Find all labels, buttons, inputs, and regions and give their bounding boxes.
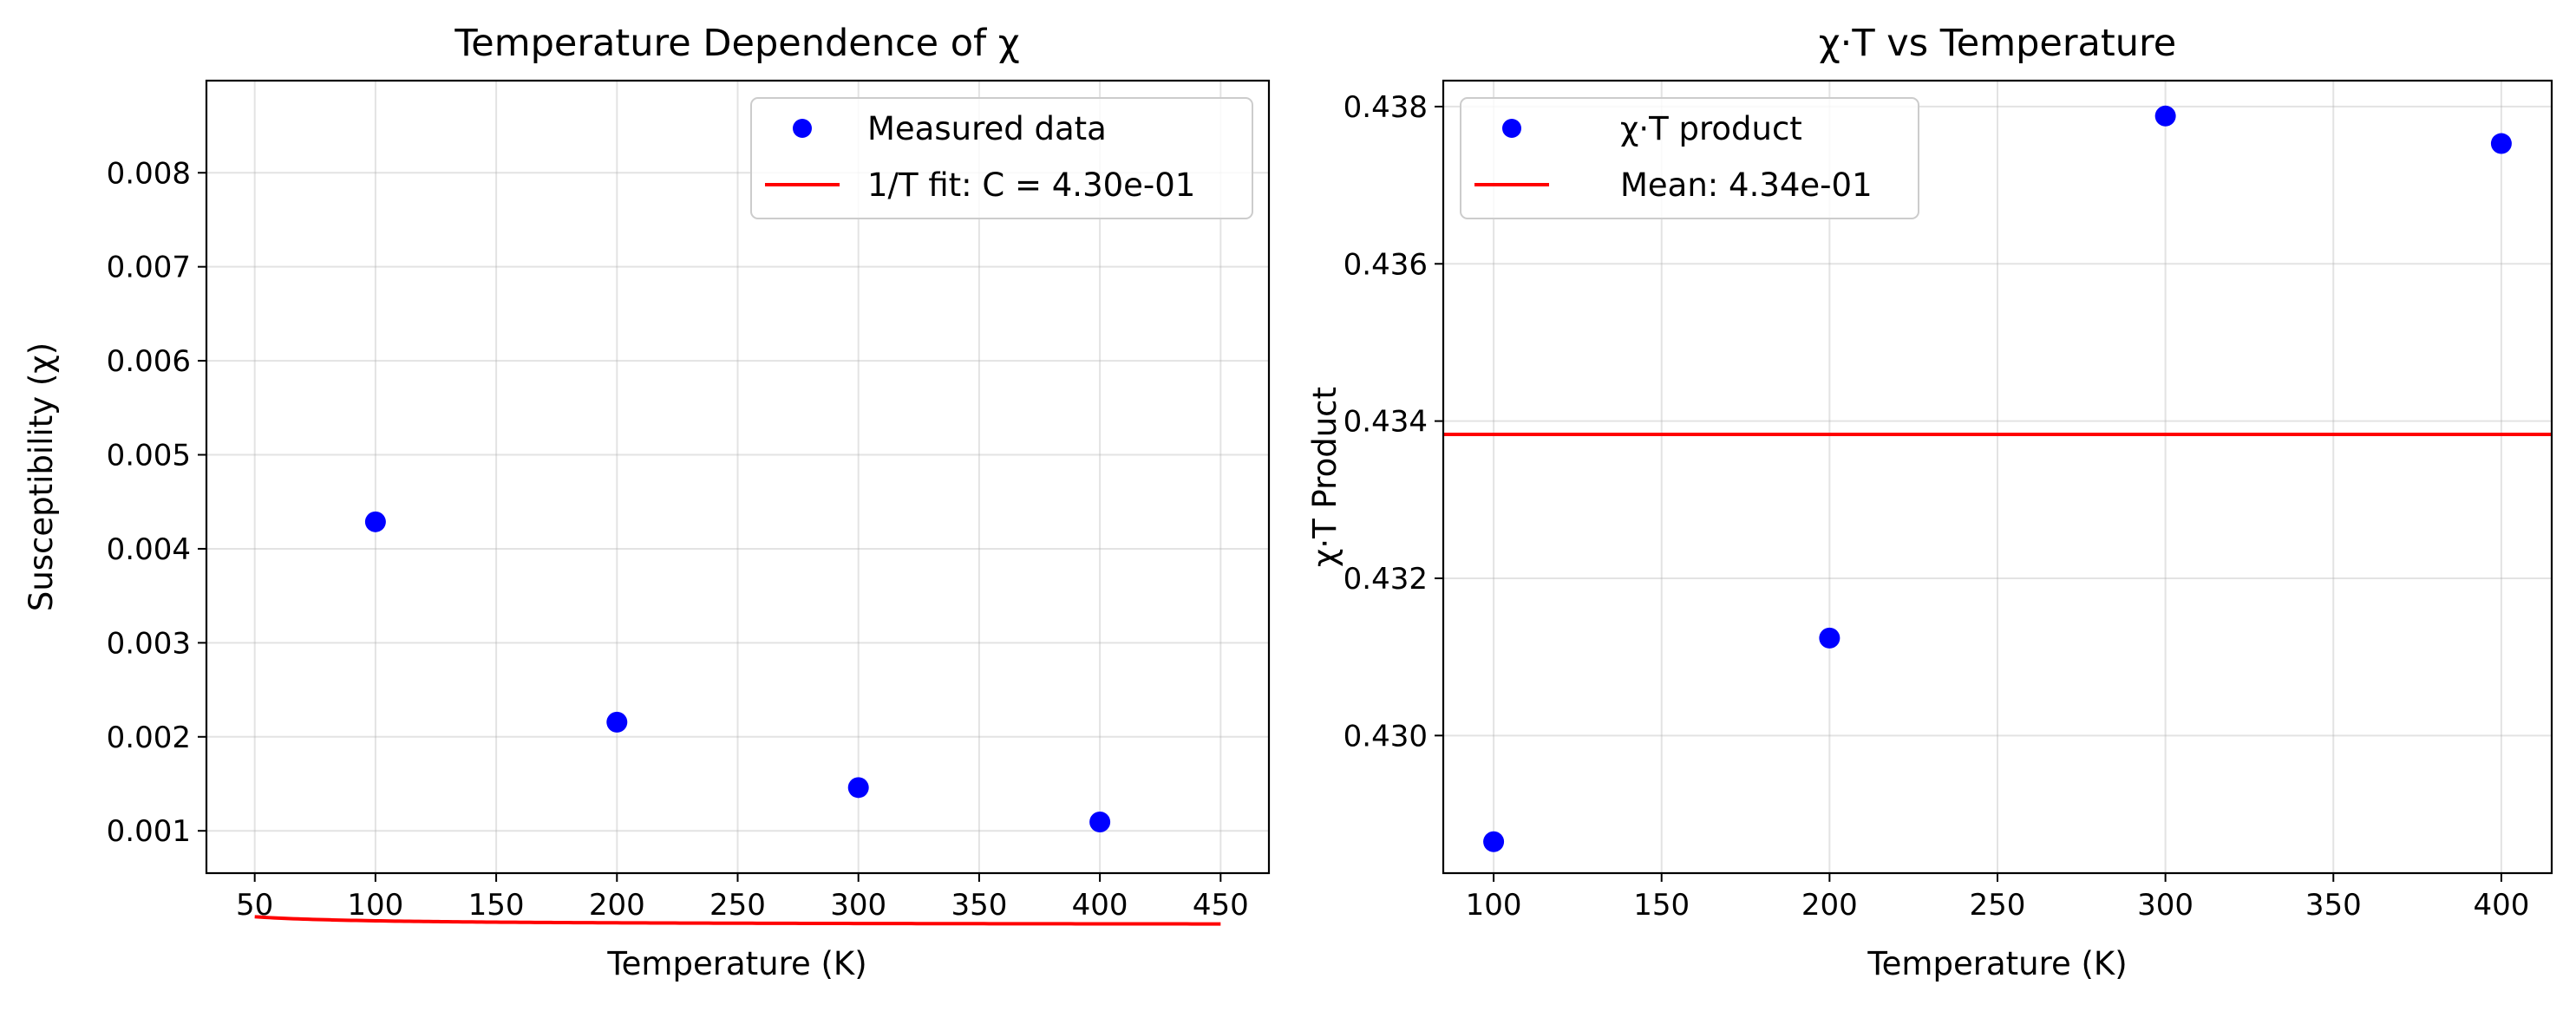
y-tick-label: 0.430: [1344, 719, 1428, 753]
x-tick-label: 150: [1633, 888, 1690, 923]
legend-box: [750, 97, 1253, 219]
data-point: [2490, 133, 2512, 154]
y-tick-label: 0.007: [107, 251, 191, 285]
x-axis-label: Temperature (K): [1867, 945, 2127, 982]
chi-t-product-chart: 100 150 200 250 300 350 400 0.430 0.432 0.434 0.43…: [1306, 22, 2553, 982]
x-tick-label: 350: [2305, 888, 2362, 923]
x-axis-label: Temperature (K): [606, 945, 866, 982]
x-tick-label: 150: [468, 888, 525, 923]
legend-marker-measured: [793, 119, 812, 138]
y-tick-label: 0.001: [107, 814, 191, 849]
y-tick-label: 0.004: [107, 532, 191, 567]
axis-ticks: 50 100 150 200 250 300 350 400 450 0.001 0.002 0.00…: [107, 156, 1249, 923]
x-tick-label: 400: [1072, 888, 1128, 923]
legend-box: [1460, 97, 1919, 219]
y-tick-label: 0.005: [107, 439, 191, 473]
legend-marker-product: [1502, 119, 1521, 138]
x-tick-label: 250: [709, 888, 766, 923]
y-tick-label: 0.003: [107, 626, 191, 661]
y-tick-label: 0.434: [1344, 405, 1428, 440]
data-point: [2154, 105, 2176, 127]
y-tick-label: 0.002: [107, 721, 191, 755]
data-point: [364, 511, 386, 532]
chart-title: χ·T vs Temperature: [1819, 22, 2176, 65]
data-point: [606, 711, 628, 733]
y-tick-label: 0.438: [1344, 90, 1428, 125]
x-tick-label: 100: [347, 888, 403, 923]
x-tick-label: 200: [589, 888, 645, 923]
data-points: [364, 511, 1111, 833]
x-tick-label: 300: [830, 888, 886, 923]
axis-ticks: 100 150 200 250 300 350 400 0.430 0.432 0.434 0.43…: [1344, 90, 2530, 923]
y-axis-label: χ·T Product: [1306, 387, 1344, 567]
x-tick-label: 250: [1970, 888, 2026, 923]
x-tick-label: 450: [1193, 888, 1249, 923]
legend-label-mean: Mean: 4.34e-01: [1620, 166, 1873, 204]
susceptibility-chart: 50 100 150 200 250 300 350 400 450 0.001 0.002 0.00…: [23, 22, 1271, 982]
data-points: [1483, 105, 2512, 852]
x-tick-label: 100: [1466, 888, 1522, 923]
legend-label-product: χ·T product: [1620, 110, 1802, 147]
data-point: [1089, 812, 1111, 833]
legend: Measured data 1/T fit: C = 4.30e-01: [750, 97, 1253, 219]
data-point: [1819, 627, 1840, 649]
y-tick-label: 0.432: [1344, 562, 1428, 597]
x-tick-label: 350: [951, 888, 1007, 923]
y-axis-label: Susceptibility (χ): [23, 342, 60, 611]
x-tick-label: 50: [236, 888, 273, 923]
y-tick-label: 0.436: [1344, 247, 1428, 282]
fit-curve-group: [254, 915, 1221, 926]
x-tick-label: 200: [1801, 888, 1858, 923]
chart-title: Temperature Dependence of χ: [454, 22, 1019, 65]
fit-curve: [254, 915, 1221, 926]
legend-label-fit: 1/T fit: C = 4.30e-01: [867, 166, 1195, 204]
legend-label-measured: Measured data: [867, 110, 1107, 147]
data-point: [847, 777, 869, 799]
y-tick-label: 0.008: [107, 156, 191, 191]
x-tick-label: 300: [2137, 888, 2194, 923]
y-tick-label: 0.006: [107, 344, 191, 379]
data-point: [1483, 831, 1505, 852]
legend: χ·T product Mean: 4.34e-01: [1460, 97, 1919, 219]
x-tick-label: 400: [2473, 888, 2529, 923]
